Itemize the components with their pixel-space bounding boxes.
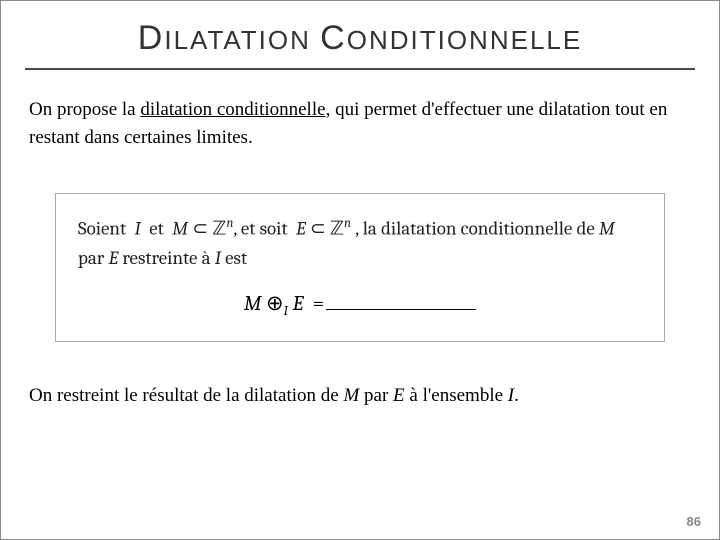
def-ladil: , la dilatation conditionnelle de [355, 217, 599, 239]
def-est: est [221, 247, 247, 269]
intro-paragraph: On propose la dilatation conditionnelle,… [29, 96, 691, 151]
intro-pre: On propose la [29, 99, 140, 120]
def-Z1: ℤ [212, 218, 226, 239]
intro-underlined: dilatation conditionnelle [140, 99, 325, 120]
def-E2: E [109, 247, 119, 269]
conclusion-paragraph: On restreint le résultat de la dilatatio… [29, 382, 691, 410]
def-E: E [296, 217, 306, 239]
concl-E: E [393, 385, 405, 406]
formula-M: M [244, 292, 262, 316]
def-n2: n [344, 216, 351, 231]
concl-pre: On restreint le résultat de la dilatatio… [29, 385, 343, 406]
page-number: 86 [687, 514, 701, 529]
title-gap [311, 25, 320, 55]
title-rule [25, 68, 695, 70]
formula-blank [326, 291, 476, 310]
title-cap2: C [320, 19, 347, 57]
formula-E: E [293, 292, 304, 316]
def-et1: et [149, 217, 164, 239]
title-rest2: ONDITIONNELLE [347, 25, 583, 55]
def-M2: M [599, 217, 615, 239]
concl-dot: . [514, 385, 519, 406]
def-restr: restreinte à [118, 247, 215, 269]
def-commaetsoit: , et soit [233, 217, 287, 239]
title-rest1: ILATATION [164, 25, 311, 55]
def-Z2: ℤ [330, 218, 344, 239]
concl-a: à l'ensemble [405, 385, 508, 406]
def-I: I [135, 217, 141, 239]
def-M: M [172, 217, 188, 239]
formula-oplus: ⊕ [266, 292, 284, 316]
definition-box: Soient I et M ⊂ ℤn, et soit E ⊂ ℤn , la … [55, 193, 665, 342]
def-subset1: ⊂ [192, 217, 208, 239]
def-subset2: ⊂ [310, 217, 326, 239]
concl-par: par [359, 385, 393, 406]
formula: M ⊕I E = [78, 291, 642, 319]
slide-title-area: DILATATION CONDITIONNELLE [1, 1, 719, 58]
concl-M: M [343, 385, 359, 406]
formula-subI: I [284, 304, 288, 319]
slide-title: DILATATION CONDITIONNELLE [138, 25, 582, 55]
title-cap1: D [138, 19, 165, 57]
formula-eq: = [312, 292, 324, 316]
definition-text: Soient I et M ⊂ ℤn, et soit E ⊂ ℤn , la … [78, 214, 642, 273]
def-par: par [78, 247, 109, 269]
def-soient: Soient [78, 217, 126, 239]
